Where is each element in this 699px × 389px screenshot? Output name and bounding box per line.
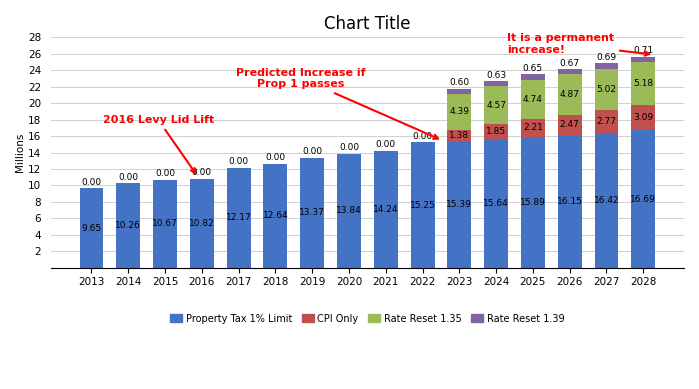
Text: 0.00: 0.00: [412, 132, 433, 141]
Text: 14.24: 14.24: [373, 205, 398, 214]
Text: 2.47: 2.47: [560, 120, 579, 129]
Text: 0.69: 0.69: [596, 53, 617, 61]
Bar: [558, 135, 582, 268]
Text: 5.02: 5.02: [596, 85, 617, 94]
Text: 12.17: 12.17: [226, 213, 252, 222]
Text: 15.39: 15.39: [447, 200, 473, 209]
Text: 4.87: 4.87: [560, 90, 579, 99]
Bar: [153, 180, 177, 268]
Text: 13.84: 13.84: [336, 206, 362, 216]
Text: 4.57: 4.57: [486, 100, 506, 110]
Bar: [190, 179, 214, 268]
Text: It is a permanent
increase!: It is a permanent increase!: [507, 33, 649, 56]
Text: 16.15: 16.15: [557, 197, 583, 206]
Bar: [226, 168, 250, 268]
Text: 4.74: 4.74: [523, 95, 543, 104]
Text: 0.00: 0.00: [118, 173, 138, 182]
Text: 5.18: 5.18: [633, 79, 654, 88]
Bar: [595, 63, 619, 68]
Text: 2016 Levy Lid Lift: 2016 Levy Lid Lift: [103, 115, 214, 173]
Bar: [337, 154, 361, 268]
Bar: [484, 86, 508, 124]
Text: 15.64: 15.64: [483, 199, 509, 208]
Text: 0.67: 0.67: [560, 59, 579, 68]
Bar: [631, 62, 655, 105]
Bar: [447, 89, 471, 94]
Bar: [116, 183, 140, 268]
Text: 16.42: 16.42: [593, 196, 619, 205]
Text: 0.00: 0.00: [155, 170, 175, 179]
Bar: [80, 188, 103, 268]
Text: 1.38: 1.38: [449, 131, 470, 140]
Text: 10.26: 10.26: [115, 221, 141, 230]
Text: 13.37: 13.37: [299, 208, 325, 217]
Bar: [374, 151, 398, 268]
Text: 0.00: 0.00: [266, 153, 285, 162]
Bar: [301, 158, 324, 268]
Text: 0.00: 0.00: [375, 140, 396, 149]
Text: 16.69: 16.69: [630, 194, 656, 203]
Bar: [410, 142, 435, 268]
Bar: [631, 130, 655, 268]
Bar: [558, 69, 582, 74]
Bar: [595, 133, 619, 268]
Title: Chart Title: Chart Title: [324, 15, 410, 33]
Bar: [447, 141, 471, 268]
Text: 0.00: 0.00: [81, 178, 101, 187]
Bar: [558, 114, 582, 135]
Text: 10.82: 10.82: [189, 219, 215, 228]
Bar: [484, 81, 508, 86]
Text: 0.00: 0.00: [302, 147, 322, 156]
Bar: [447, 130, 471, 141]
Bar: [484, 124, 508, 139]
Text: 0.71: 0.71: [633, 46, 654, 55]
Text: 4.39: 4.39: [449, 107, 469, 116]
Bar: [521, 119, 545, 137]
Text: 1.85: 1.85: [486, 127, 506, 136]
Text: 0.63: 0.63: [486, 71, 506, 80]
Text: 2.77: 2.77: [596, 117, 617, 126]
Bar: [521, 80, 545, 119]
Text: 0.00: 0.00: [339, 144, 359, 152]
Bar: [521, 137, 545, 268]
Text: 10.67: 10.67: [152, 219, 178, 228]
Bar: [558, 74, 582, 114]
Bar: [631, 56, 655, 62]
Text: 9.65: 9.65: [81, 224, 101, 233]
Text: 0.60: 0.60: [449, 79, 470, 88]
Bar: [595, 68, 619, 110]
Y-axis label: Millions: Millions: [15, 133, 25, 172]
Text: Predicted Increase if
Prop 1 passes: Predicted Increase if Prop 1 passes: [236, 68, 438, 139]
Text: 0.00: 0.00: [229, 157, 249, 166]
Text: 0.65: 0.65: [523, 64, 543, 73]
Text: 2.21: 2.21: [523, 123, 543, 132]
Bar: [447, 94, 471, 130]
Bar: [264, 164, 287, 268]
Text: 0.00: 0.00: [192, 168, 212, 177]
Text: 15.25: 15.25: [410, 200, 435, 210]
Legend: Property Tax 1% Limit, CPI Only, Rate Reset 1.35, Rate Reset 1.39: Property Tax 1% Limit, CPI Only, Rate Re…: [166, 310, 568, 328]
Bar: [521, 74, 545, 80]
Text: 3.09: 3.09: [633, 113, 654, 122]
Bar: [595, 110, 619, 133]
Bar: [484, 139, 508, 268]
Text: 12.64: 12.64: [263, 211, 288, 220]
Text: 15.89: 15.89: [520, 198, 546, 207]
Bar: [631, 105, 655, 130]
